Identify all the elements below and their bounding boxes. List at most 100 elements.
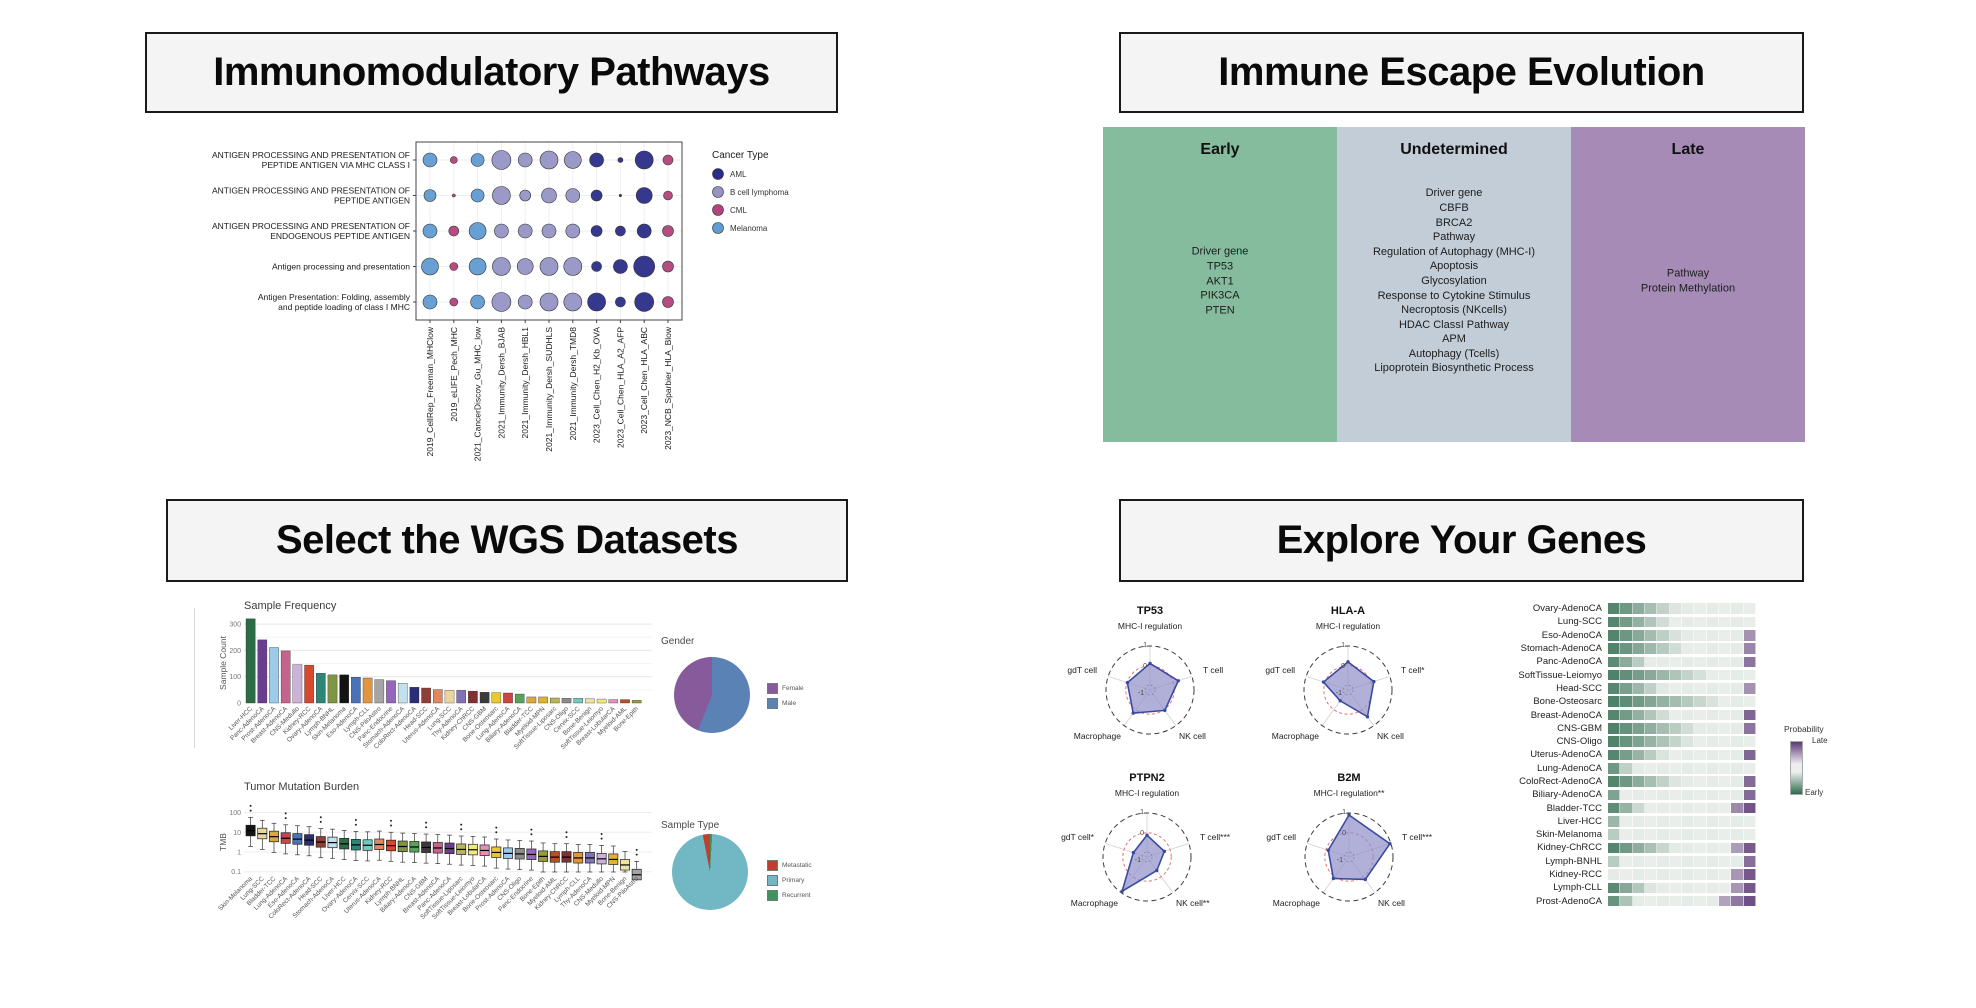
radar-vertex bbox=[1145, 833, 1149, 837]
outer-circle bbox=[1303, 645, 1393, 735]
frequency-bar bbox=[573, 698, 583, 704]
probability-colorbar-legend: Probability Late Early bbox=[1780, 724, 1850, 809]
pathway-row-label: Antigen processing and presentation bbox=[272, 262, 410, 272]
outlier-dot bbox=[635, 848, 638, 851]
probability-segment bbox=[1608, 842, 1621, 854]
heatmap-row: Head-SCC bbox=[1490, 682, 1770, 695]
panel-button-explore-your-genes[interactable]: Explore Your Genes bbox=[1119, 499, 1804, 582]
probability-segment bbox=[1608, 749, 1621, 761]
panel-button-immunomodulatory-pathways[interactable]: Immunomodulatory Pathways bbox=[145, 32, 838, 113]
radial-tick-label: -1 bbox=[1336, 690, 1342, 697]
probability-segment bbox=[1694, 683, 1707, 694]
frequency-bar bbox=[585, 698, 595, 704]
expression-dot bbox=[517, 294, 533, 310]
probability-segment bbox=[1644, 749, 1658, 761]
evolution-item: Necroptosis (NKcells) bbox=[1401, 304, 1507, 317]
evolution-column-undetermined: Undetermined Driver gene CBFB BRCA2 Pathway R… bbox=[1337, 127, 1571, 442]
heatmap-row: CNS-GBM bbox=[1490, 722, 1770, 735]
probability-segment bbox=[1743, 776, 1756, 787]
probability-segment bbox=[1620, 683, 1633, 694]
probability-segment bbox=[1681, 736, 1695, 747]
panel-title-immunomodulatory: Immunomodulatory Pathways bbox=[213, 50, 770, 94]
radar-vertex bbox=[1163, 708, 1167, 713]
probability-bar bbox=[1608, 643, 1756, 654]
probability-segment bbox=[1731, 749, 1744, 761]
radar-polygon bbox=[1120, 833, 1166, 894]
probability-segment bbox=[1644, 802, 1658, 814]
cancer-type-label: Biliary-AdenoCA bbox=[1532, 789, 1602, 801]
panel-title-explore: Explore Your Genes bbox=[1276, 518, 1647, 562]
radar-vertex bbox=[1131, 850, 1136, 855]
probability-segment bbox=[1620, 802, 1633, 814]
probability-segment bbox=[1644, 736, 1658, 747]
cancer-type-label: Kidney-RCC bbox=[1549, 869, 1602, 881]
probability-segment bbox=[1718, 895, 1732, 907]
probability-segment bbox=[1608, 723, 1621, 734]
probability-segment bbox=[1743, 749, 1756, 761]
expression-dot bbox=[633, 255, 656, 278]
expression-dot bbox=[517, 223, 533, 239]
probability-segment bbox=[1694, 895, 1707, 907]
outer-circle bbox=[1102, 812, 1192, 902]
frequency-bar bbox=[269, 647, 279, 704]
panel-button-select-wgs-datasets[interactable]: Select the WGS Datasets bbox=[166, 499, 848, 582]
probability-segment bbox=[1669, 629, 1682, 641]
probability-segment bbox=[1644, 816, 1658, 827]
legend-entry-label: B cell lymphoma bbox=[730, 188, 789, 197]
expression-dot bbox=[563, 151, 582, 169]
probability-segment bbox=[1644, 629, 1658, 641]
expression-dot bbox=[539, 292, 559, 312]
radar-vertex bbox=[1176, 679, 1180, 683]
probability-segment bbox=[1718, 629, 1732, 641]
pathway-row-label: Antigen Presentation: Folding, assembly bbox=[258, 292, 411, 302]
probability-segment bbox=[1657, 656, 1670, 668]
legend-entry: Primary bbox=[767, 875, 812, 886]
probability-segment bbox=[1632, 736, 1645, 747]
legend-dot bbox=[712, 222, 724, 234]
probability-segment bbox=[1632, 683, 1645, 694]
evolution-item: Driver gene bbox=[1191, 245, 1249, 258]
probability-segment bbox=[1669, 789, 1682, 801]
probability-segment bbox=[1644, 829, 1658, 840]
dataset-column-label: 2021_Immunity_Dersh_TMD8 bbox=[568, 327, 578, 441]
radar-svg: B2M MHC-I regulation** T cell*** NK cell Mac… bbox=[1266, 772, 1432, 908]
panel-button-immune-escape-evolution[interactable]: Immune Escape Evolution bbox=[1119, 32, 1804, 113]
heatmap-row: Lung-SCC bbox=[1490, 615, 1770, 628]
probability-segment bbox=[1620, 629, 1633, 641]
probability-segment bbox=[1669, 683, 1682, 694]
probability-segment bbox=[1669, 643, 1682, 654]
cancer-type-label: Uterus-AdenoCA bbox=[1530, 749, 1602, 761]
frequency-bar bbox=[444, 690, 455, 704]
legend-entry: Metastatic bbox=[767, 860, 812, 871]
evolution-column-late: Late Pathway Protein Methylation bbox=[1571, 127, 1805, 442]
legend-entry-label: CML bbox=[730, 206, 747, 215]
heatmap-row: Ovary-AdenoCA bbox=[1490, 602, 1770, 615]
probability-segment bbox=[1669, 749, 1682, 761]
outlier-dot bbox=[354, 823, 357, 826]
probability-segment bbox=[1620, 776, 1633, 787]
probability-segment bbox=[1681, 696, 1695, 708]
radar-polygon bbox=[1126, 662, 1180, 714]
radar-vertex bbox=[1125, 680, 1130, 685]
immune-escape-columns: Early Driver gene TP53 AKT1 PIK3CA PTEN Undete… bbox=[1103, 127, 1805, 442]
heatmap-row: Uterus-AdenoCA bbox=[1490, 748, 1770, 761]
probability-segment bbox=[1669, 603, 1682, 614]
frequency-bar bbox=[561, 698, 572, 704]
probability-segment bbox=[1657, 802, 1670, 814]
probability-segment bbox=[1644, 709, 1658, 721]
chart-axis-divider bbox=[194, 608, 195, 748]
probability-segment bbox=[1608, 776, 1621, 787]
probability-segment bbox=[1632, 762, 1645, 774]
probability-segment bbox=[1632, 816, 1645, 827]
radar-vertex bbox=[1331, 876, 1336, 881]
probability-segment bbox=[1743, 895, 1756, 907]
evolution-item: TP53 bbox=[1206, 260, 1234, 273]
probability-segment bbox=[1632, 629, 1645, 641]
heatmap-row: Lymph-CLL bbox=[1490, 881, 1770, 894]
cancer-type-label: Lymph-BNHL bbox=[1545, 855, 1602, 867]
radar-polygon bbox=[1327, 813, 1392, 881]
radar-chart-b2m: B2M MHC-I regulation** T cell*** NK cell Mac… bbox=[1249, 765, 1449, 943]
expression-dot bbox=[662, 225, 674, 237]
radar-axis-label: MHC-I regulation bbox=[1115, 788, 1180, 798]
probability-segment bbox=[1608, 603, 1621, 614]
